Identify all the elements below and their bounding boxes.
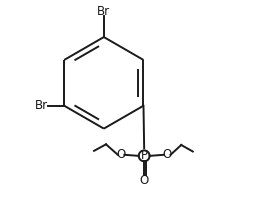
Text: P: P — [141, 149, 148, 162]
Text: O: O — [140, 174, 149, 187]
Text: O: O — [162, 148, 172, 161]
Text: O: O — [117, 148, 126, 161]
Text: Br: Br — [97, 5, 110, 19]
Text: Br: Br — [35, 99, 48, 112]
